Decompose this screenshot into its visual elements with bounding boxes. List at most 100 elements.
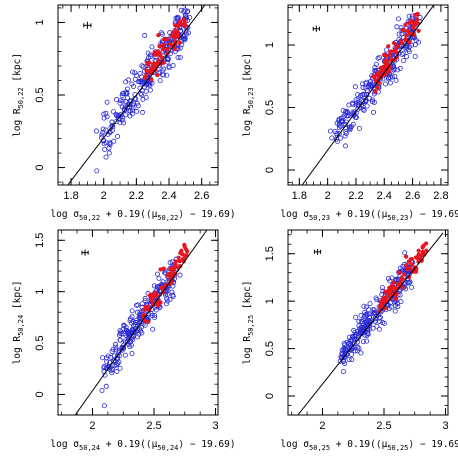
blue-point (115, 115, 121, 121)
red-point (158, 52, 163, 58)
red-point (177, 259, 182, 264)
blue-point (99, 132, 105, 138)
blue-point (182, 36, 188, 42)
y-axis-label: log R50,23 [kpc] (242, 53, 255, 137)
y-tick-label: 0 (34, 391, 46, 397)
blue-point (160, 72, 166, 78)
red-point (178, 21, 184, 26)
red-point (180, 257, 186, 262)
blue-point (360, 339, 366, 345)
blue-point (355, 97, 361, 103)
red-point (383, 53, 389, 58)
red-point (142, 318, 147, 324)
error-bar (312, 25, 320, 32)
blue-point (113, 97, 119, 103)
fit-line (67, 5, 206, 185)
blue-point (363, 304, 369, 310)
red-point (145, 62, 150, 67)
panel-p23: 1.8 2 2.2 2.4 2.6 2.8 0 0.5 1 log σ50,23 + 0.19(⟨… (242, 4, 458, 222)
fit-line (297, 232, 444, 415)
blue-point (360, 104, 366, 110)
blue-point (129, 308, 135, 314)
red-point (156, 32, 161, 38)
blue-point (369, 99, 375, 105)
blue-point (130, 69, 136, 75)
blue-point (114, 353, 120, 359)
blue-point (356, 346, 362, 352)
red-point (397, 270, 402, 275)
blue-point (142, 296, 148, 302)
blue-point (412, 53, 418, 59)
red-point (149, 66, 154, 71)
blue-point (348, 351, 354, 357)
blue-point (135, 334, 141, 340)
red-point (399, 275, 404, 281)
red-point (403, 22, 408, 27)
blue-point (393, 77, 399, 83)
blue-point (137, 70, 143, 76)
blue-point (406, 49, 412, 55)
blue-point (111, 353, 117, 359)
red-point (408, 257, 413, 262)
red-point (410, 25, 415, 30)
blue-point (384, 47, 390, 53)
blue-point (167, 296, 173, 302)
blue-point (379, 291, 385, 297)
blue-point (118, 329, 124, 335)
blue-point (358, 350, 364, 356)
blue-point (403, 43, 409, 49)
blue-point (376, 326, 382, 332)
red-point (176, 255, 181, 260)
blue-point (152, 315, 158, 321)
x-axis-label: log σ50,23 + 0.19(⟨μ50,23⟩ − 19.69) (280, 209, 458, 222)
blue-point (338, 123, 344, 129)
red-point (155, 72, 160, 78)
red-point (379, 65, 384, 71)
y-tick-label: 0.5 (264, 100, 276, 115)
red-point (424, 248, 429, 253)
blue-point (388, 304, 394, 310)
red-point (173, 23, 178, 28)
blue-point (366, 95, 372, 101)
blue-point (133, 302, 139, 308)
red-point (156, 58, 161, 63)
red-point (415, 11, 420, 16)
plot-frame (57, 229, 219, 416)
blue-point (346, 102, 352, 108)
red-point (411, 20, 416, 26)
x-tick-label: 1.8 (63, 190, 78, 202)
x-tick-label: 2.5 (146, 420, 161, 432)
blue-point (124, 339, 130, 345)
blue-point (170, 63, 176, 69)
blue-point (151, 283, 157, 289)
blue-point (387, 74, 393, 80)
blue-point (117, 100, 123, 106)
fit-line (74, 230, 208, 415)
red-point (165, 46, 170, 52)
blue-point (394, 24, 400, 30)
red-point (399, 40, 404, 46)
red-point (373, 78, 378, 83)
blue-point (124, 95, 130, 101)
red-point (177, 40, 182, 45)
red-point (392, 57, 397, 62)
blue-point (367, 81, 373, 87)
blue-point (106, 150, 112, 156)
blue-point (329, 135, 335, 141)
red-point (383, 289, 388, 294)
blue-point (110, 124, 116, 130)
blue-point (99, 387, 105, 393)
blue-point (347, 127, 353, 133)
blue-point (343, 122, 349, 128)
red-point (146, 319, 151, 325)
x-axis-label: log σ50,24 + 0.19(⟨μ50,24⟩ − 19.69) (50, 439, 235, 452)
blue-point (143, 94, 149, 100)
blue-point (379, 285, 385, 291)
blue-point (334, 120, 340, 126)
red-point (178, 250, 183, 256)
fit-line (301, 5, 435, 185)
red-point (388, 49, 393, 54)
blue-point (129, 81, 135, 87)
blue-point (163, 301, 169, 307)
red-point (387, 53, 393, 58)
